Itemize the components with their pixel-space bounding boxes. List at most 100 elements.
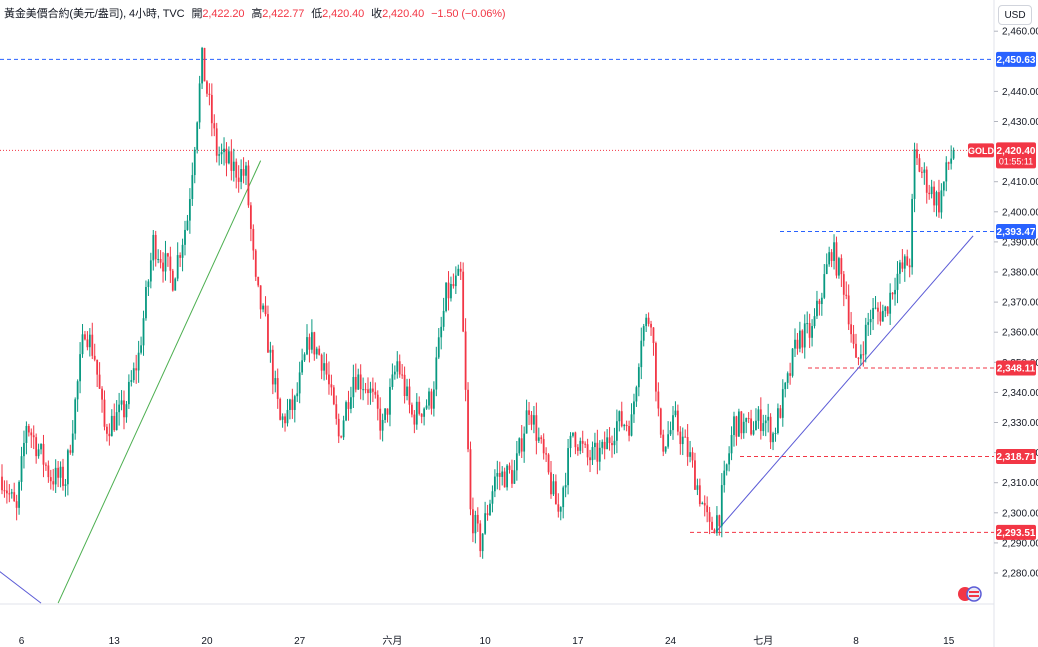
candle-body	[462, 271, 465, 332]
candle-body	[642, 326, 645, 341]
close-value: 2,420.40	[382, 8, 425, 20]
candle-body	[894, 289, 896, 295]
candle-body	[498, 472, 501, 477]
candle-body	[96, 359, 99, 375]
candle-body	[523, 433, 526, 452]
candle-body	[408, 386, 411, 405]
candle-body	[833, 242, 835, 261]
candle-body	[779, 408, 782, 418]
candle-body	[379, 408, 382, 431]
candle-body	[689, 452, 691, 457]
price-level-badge-text: 2,348.11	[997, 363, 1036, 374]
candle-body	[552, 481, 555, 495]
time-tick-label: 七月	[753, 635, 773, 647]
candle-body	[145, 287, 147, 319]
candle-body	[947, 162, 950, 164]
candle-body	[389, 386, 391, 415]
candle-body	[135, 368, 138, 371]
countdown-text: 01:55:11	[999, 156, 1033, 166]
candle-body	[806, 323, 809, 325]
time-tick-label: 27	[294, 636, 306, 647]
candle-body	[913, 149, 916, 199]
candle-body	[550, 472, 552, 495]
candle-body	[559, 507, 562, 512]
time-tick-label: 15	[943, 636, 955, 647]
candle-body	[574, 432, 577, 448]
candle-body	[635, 387, 638, 402]
candle-body	[271, 349, 274, 385]
candle-body	[171, 270, 174, 291]
candle-body	[469, 449, 472, 510]
candle-body	[47, 465, 50, 478]
candle-body	[84, 334, 86, 340]
candle-body	[533, 415, 535, 425]
candle-body	[5, 490, 8, 494]
candle-body	[8, 493, 11, 495]
candle-body	[313, 332, 316, 355]
candle-body	[825, 264, 828, 275]
high-value: 2,422.77	[262, 8, 305, 20]
candle-body	[496, 472, 499, 477]
candle-body	[950, 158, 953, 164]
candle-body	[620, 411, 623, 427]
candle-body	[862, 354, 865, 356]
candle-body	[896, 273, 899, 290]
candle-body	[76, 381, 79, 400]
candle-body	[286, 409, 289, 424]
trend-line[interactable]	[57, 160, 262, 604]
candle-body	[347, 402, 350, 409]
candle-body	[659, 408, 662, 435]
candle-body	[284, 416, 286, 424]
candle-body	[506, 465, 508, 488]
candle-body	[472, 509, 474, 534]
candle-body	[891, 292, 894, 295]
trend-line[interactable]	[0, 564, 42, 604]
currency-button[interactable]: USD	[998, 5, 1032, 25]
candle-body	[603, 441, 606, 450]
candle-body	[838, 258, 840, 276]
candle-body	[206, 81, 208, 94]
gold-symbol-badge-text: GOLD	[968, 146, 994, 156]
candle-body	[459, 268, 462, 272]
candle-body	[330, 384, 333, 388]
candle-body	[245, 165, 247, 176]
candle-body	[376, 394, 379, 409]
candle-body	[108, 433, 111, 437]
candle-body	[742, 421, 745, 434]
trend-line[interactable]	[716, 235, 974, 532]
candle-body	[364, 389, 367, 391]
candle-body	[113, 415, 116, 431]
low-value: 2,420.40	[322, 8, 365, 20]
time-tick-label: 24	[665, 636, 677, 647]
candle-body	[98, 374, 101, 389]
candle-body	[440, 326, 443, 338]
candle-body	[228, 151, 230, 164]
time-tick-label: 13	[109, 636, 121, 647]
candle-body	[193, 149, 196, 176]
price-tick-label: 2,290.00	[1002, 538, 1038, 549]
candle-body	[445, 282, 447, 311]
candle-body	[720, 485, 723, 527]
price-level-badge	[996, 360, 1036, 376]
candle-body	[354, 376, 357, 390]
time-tick-label: 8	[853, 636, 859, 647]
candle-body	[591, 447, 594, 461]
candle-body	[664, 446, 667, 452]
candle-body	[554, 481, 557, 505]
candle-body	[301, 360, 304, 373]
candle-body	[537, 437, 540, 441]
candle-body	[289, 399, 291, 410]
tradingview-logo-icon	[958, 586, 982, 602]
candle-body	[30, 432, 33, 436]
candle-body	[557, 504, 560, 512]
candle-body	[830, 252, 833, 261]
candle-body	[274, 378, 277, 385]
candle-body	[215, 128, 218, 156]
candle-body	[820, 297, 823, 305]
candle-body	[418, 401, 421, 414]
candle-body	[513, 470, 516, 484]
candle-body	[884, 306, 887, 311]
candle-body	[503, 471, 506, 488]
